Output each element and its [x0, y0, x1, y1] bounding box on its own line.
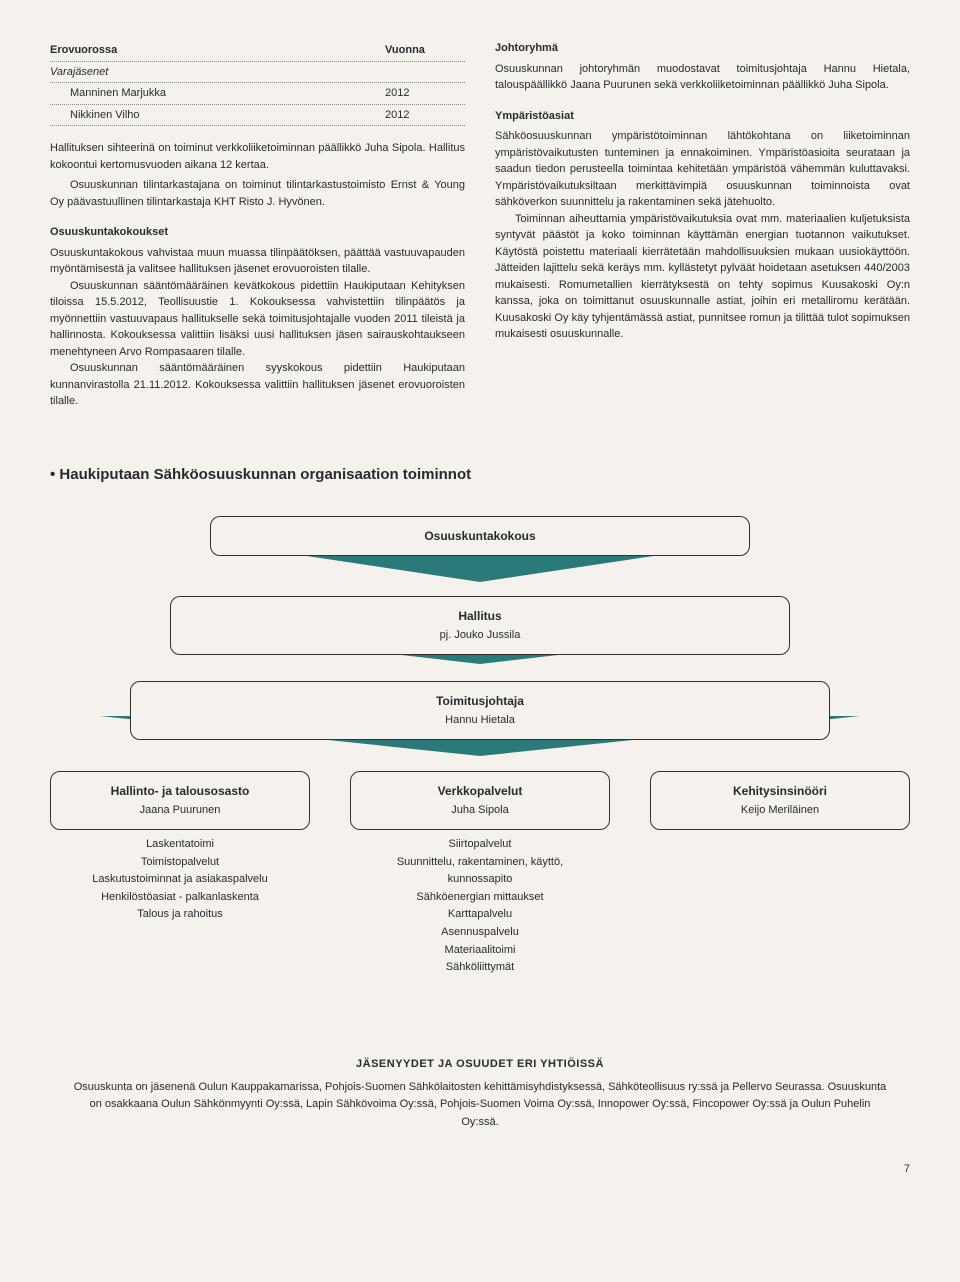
connector-triangle	[280, 552, 680, 582]
table-row: Nikkinen Vilho 2012	[50, 105, 465, 127]
ymparisto-title: Ympäristöasiat	[495, 108, 910, 125]
table-header-1: Erovuorossa	[50, 42, 385, 59]
table-subheader: Varajäsenet	[50, 64, 385, 81]
intro-paragraph-2: Osuuskunnan tilintarkastajana on toiminu…	[50, 177, 465, 210]
kokoukset-body-2: Osuuskunnan sääntömääräinen kevätkokous …	[50, 278, 465, 361]
kokoukset-body: Osuuskuntakokous vahvistaa muun muassa t…	[50, 245, 465, 278]
kokoukset-title: Osuuskuntakokoukset	[50, 224, 465, 241]
org-box-kehitys: Kehitysinsinööri Keijo Meriläinen	[650, 771, 910, 830]
memberships-section: JÄSENYYDET JA OSUUDET ERI YHTIÖISSÄ Osuu…	[50, 1056, 910, 1131]
table-header-2: Vuonna	[385, 42, 465, 59]
org-box-kokous: Osuuskuntakokous	[210, 516, 750, 556]
org-box-verkko: Verkkopalvelut Juha Sipola	[350, 771, 610, 830]
org-box-hallinto: Hallinto- ja talousosasto Jaana Puurunen	[50, 771, 310, 830]
ymparisto-body-2: Toiminnan aiheuttamia ympäristövaikutuks…	[495, 211, 910, 343]
dept-list-mid: Siirtopalvelut Suunnittelu, rakentaminen…	[350, 836, 610, 977]
memberships-title: JÄSENYYDET JA OSUUDET ERI YHTIÖISSÄ	[70, 1056, 890, 1073]
kokoukset-body-3: Osuuskunnan sääntömääräinen syyskokous p…	[50, 360, 465, 410]
page-number: 7	[50, 1161, 910, 1178]
org-chart-title: Haukiputaan Sähköosuuskunnan organisaati…	[50, 464, 910, 487]
johtoryhma-body: Osuuskunnan johtoryhmän muodostavat toim…	[495, 61, 910, 94]
erovuorossa-table: Erovuorossa Vuonna Varajäsenet Manninen …	[50, 40, 465, 126]
dept-list-left: Laskentatoimi Toimistopalvelut Laskutust…	[50, 836, 310, 924]
intro-paragraph: Hallituksen sihteerinä on toiminut verkk…	[50, 140, 465, 173]
memberships-body: Osuuskunta on jäsenenä Oulun Kauppakamar…	[70, 1079, 890, 1132]
org-box-toimitusjohtaja: Toimitusjohtaja Hannu Hietala	[130, 681, 830, 740]
table-row: Manninen Marjukka 2012	[50, 83, 465, 105]
ymparisto-body: Sähköosuuskunnan ympäristötoiminnan läht…	[495, 128, 910, 211]
org-box-hallitus: Hallitus pj. Jouko Jussila	[170, 596, 790, 655]
org-chart: Osuuskuntakokous Hallitus pj. Jouko Juss…	[50, 516, 910, 1036]
johtoryhma-title: Johtoryhmä	[495, 40, 910, 57]
